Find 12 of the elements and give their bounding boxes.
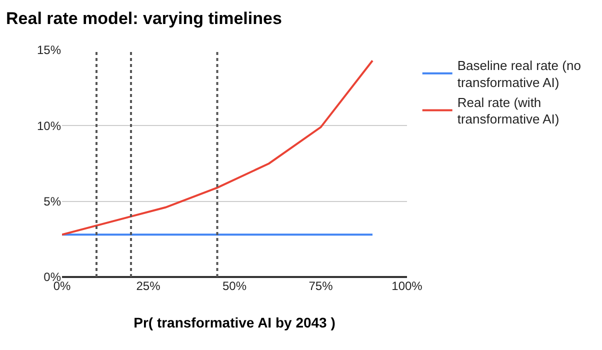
y-tick-label: 10%	[36, 118, 62, 133]
legend-label: Baseline real rate (no transformative AI)	[457, 58, 581, 90]
y-tick-label: 15%	[36, 43, 62, 58]
x-tick-label: 100%	[392, 279, 423, 293]
line-series	[62, 60, 374, 236]
chart-title: Real rate model: varying timelines	[6, 9, 282, 28]
x-tick-label: 25%	[136, 279, 161, 293]
y-tick-label: 5%	[44, 194, 62, 209]
x-tick-label: 50%	[222, 279, 247, 293]
legend-label: Real rate (with transformative AI)	[457, 94, 560, 127]
x-tick-label: 75%	[308, 279, 334, 293]
x-axis-title: Pr( transformative AI by 2043 )	[134, 314, 336, 330]
